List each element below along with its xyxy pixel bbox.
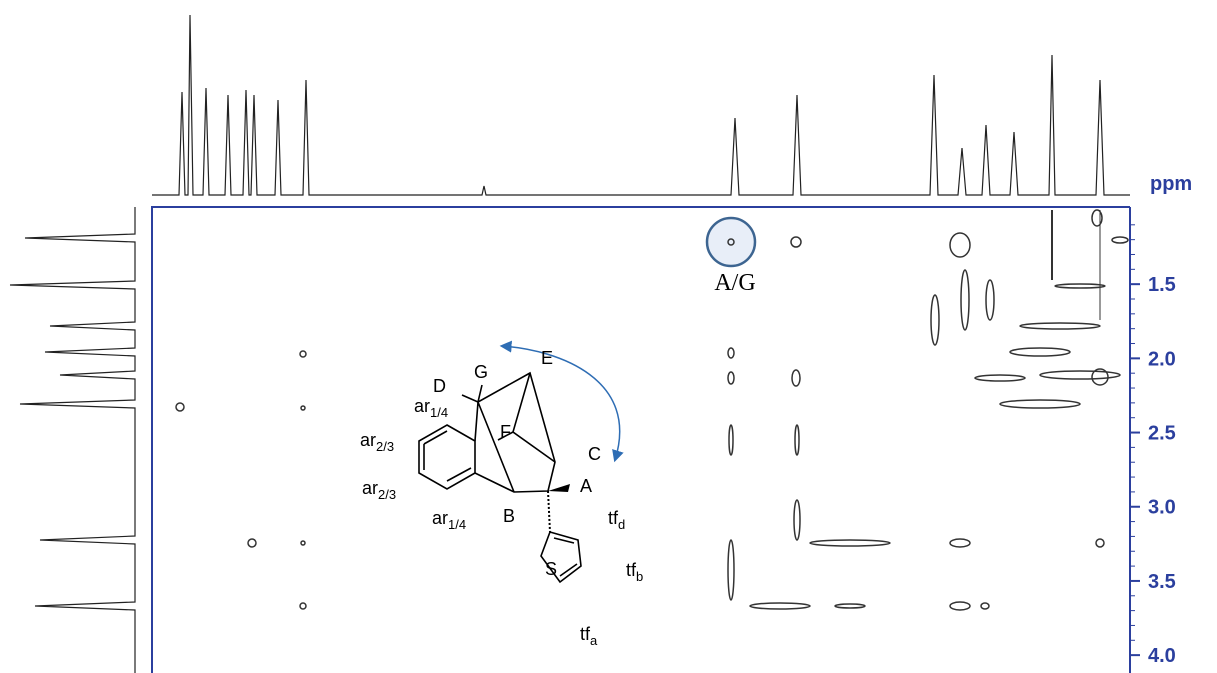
atom-label: D xyxy=(433,376,446,396)
group-base: ar xyxy=(414,396,430,416)
group-label: ar2/3 xyxy=(362,478,396,502)
group-base: ar xyxy=(362,478,378,498)
atom-label: S xyxy=(545,559,557,579)
left-spectrum xyxy=(9,207,136,673)
atom-label: A xyxy=(580,476,592,496)
tick-label: 4.0 xyxy=(1148,645,1176,667)
group-sub: b xyxy=(636,569,643,584)
atom-label: C xyxy=(588,444,601,464)
group-label: ar2/3 xyxy=(360,430,394,454)
group-sub: 2/3 xyxy=(378,487,396,502)
group-label: tfb xyxy=(626,560,643,584)
group-label: tfa xyxy=(580,624,598,648)
axis-unit: ppm xyxy=(1150,173,1192,195)
group-base: tf xyxy=(608,508,619,528)
group-base: ar xyxy=(432,508,448,528)
group-sub: a xyxy=(590,633,598,648)
atom-label: E xyxy=(541,348,553,368)
tick-label: 2.5 xyxy=(1148,423,1176,445)
tick-label: 2.0 xyxy=(1148,348,1176,370)
tick-label: 3.0 xyxy=(1148,497,1176,519)
plot-frame xyxy=(151,206,1130,673)
tick-label: 3.5 xyxy=(1148,571,1176,593)
group-label: tfd xyxy=(608,508,625,532)
atom-label: B xyxy=(503,506,515,526)
tick-label: 1.5 xyxy=(1148,274,1176,296)
group-base: tf xyxy=(580,624,591,644)
group-base: tf xyxy=(626,560,637,580)
group-sub: 1/4 xyxy=(448,517,466,532)
annotation: A/G xyxy=(714,270,755,296)
group-sub: 1/4 xyxy=(430,405,448,420)
group-sub: 2/3 xyxy=(376,439,394,454)
group-sub: d xyxy=(618,517,625,532)
atom-label: G xyxy=(474,362,488,382)
group-label: ar1/4 xyxy=(432,508,466,532)
contours xyxy=(175,209,1129,611)
y-ticks: 1.5 2.0 2.5 3.0 3.5 4.0 xyxy=(1130,224,1176,667)
molecule xyxy=(418,340,624,584)
highlight-circle xyxy=(705,216,757,268)
top-spectrum xyxy=(152,14,1130,196)
atom-label: F xyxy=(500,422,511,442)
group-label: ar1/4 xyxy=(414,396,448,420)
group-base: ar xyxy=(360,430,376,450)
